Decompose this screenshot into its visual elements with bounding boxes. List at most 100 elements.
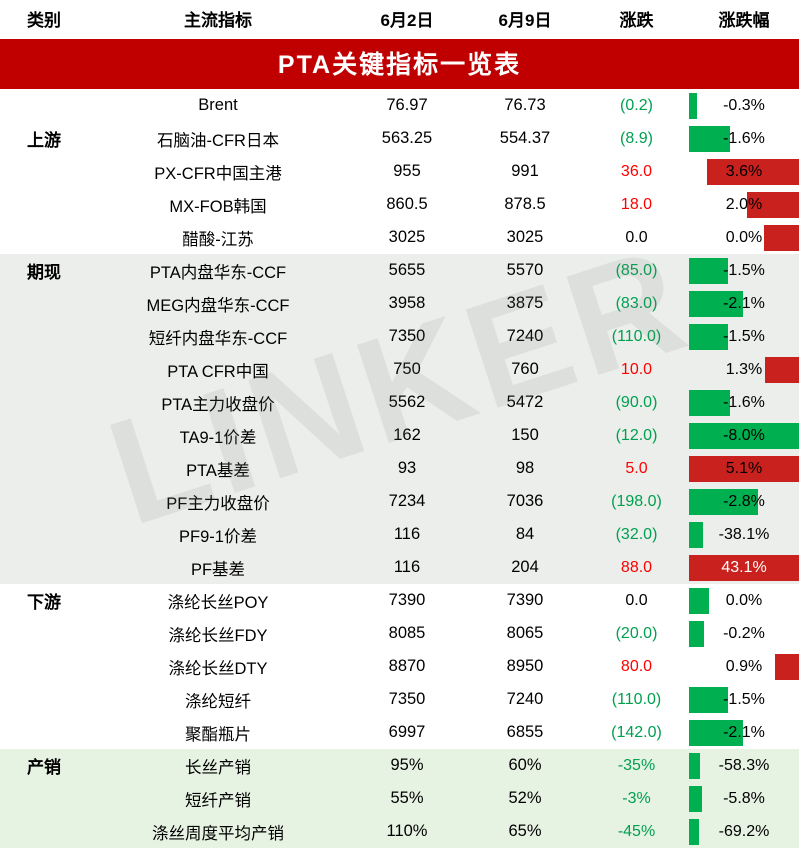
change-pct-bar: 3.6% (689, 155, 799, 188)
table-row: PF基差 116 204 88.0 43.1% (0, 551, 799, 584)
group-label (0, 419, 88, 452)
change-pct-bar: -2.1% (689, 716, 799, 749)
indicator-name: PTA主力收盘价 (88, 386, 348, 419)
value-date1: 7390 (348, 584, 466, 617)
value-date1: 116 (348, 518, 466, 551)
group-label (0, 221, 88, 254)
table-row: 产销 长丝产销 95% 60% -35% -58.3% (0, 749, 799, 782)
group-label (0, 452, 88, 485)
change-pct-label: -58.3% (718, 756, 770, 774)
group-label (0, 518, 88, 551)
change-pct-label: -1.6% (723, 129, 765, 147)
bar-fill (764, 356, 799, 383)
table-body: Brent 76.97 76.73 (0.2) -0.3% 上游 石脑油-CFR日本 563.… (0, 89, 799, 848)
value-date2: 7036 (466, 485, 584, 518)
value-date2: 7390 (466, 584, 584, 617)
change-pct-label: 2.0% (725, 195, 763, 213)
group-label: 上游 (0, 122, 88, 155)
value-date1: 116 (348, 551, 466, 584)
change-value: 0.0 (584, 221, 689, 254)
value-date2: 8065 (466, 617, 584, 650)
change-pct-label: 0.0% (725, 591, 763, 609)
change-pct-label: -0.3% (723, 96, 765, 114)
table-row: 下游 涤纶长丝POY 7390 7390 0.0 0.0% (0, 584, 799, 617)
bar-fill (689, 587, 709, 614)
group-label (0, 188, 88, 221)
group-label (0, 617, 88, 650)
change-pct-label: 0.0% (725, 228, 763, 246)
value-date2: 84 (466, 518, 584, 551)
value-date1: 563.25 (348, 122, 466, 155)
value-date2: 7240 (466, 320, 584, 353)
change-value: (142.0) (584, 716, 689, 749)
change-pct-label: 1.3% (725, 360, 763, 378)
change-pct-label: -5.8% (723, 789, 765, 807)
change-value: (0.2) (584, 89, 689, 122)
change-value: (198.0) (584, 485, 689, 518)
value-date1: 955 (348, 155, 466, 188)
change-pct-label: 3.6% (725, 162, 763, 180)
indicator-name: 涤纶长丝FDY (88, 617, 348, 650)
value-date2: 878.5 (466, 188, 584, 221)
value-date1: 7350 (348, 683, 466, 716)
indicator-name: 石脑油-CFR日本 (88, 122, 348, 155)
bar-fill (689, 488, 759, 515)
table-row: PTA基差 93 98 5.0 5.1% (0, 452, 799, 485)
value-date2: 150 (466, 419, 584, 452)
change-pct-bar: -58.3% (689, 749, 799, 782)
change-pct-bar: -38.1% (689, 518, 799, 551)
table-title-row: PTA关键指标一览表 (0, 38, 799, 89)
group-label (0, 650, 88, 683)
change-pct-label: -8.0% (723, 426, 765, 444)
change-value: -3% (584, 782, 689, 815)
change-value: (110.0) (584, 320, 689, 353)
group-label (0, 716, 88, 749)
change-value: (12.0) (584, 419, 689, 452)
col-header-date1: 6月2日 (348, 0, 466, 39)
indicator-name: 长丝产销 (88, 749, 348, 782)
bar-fill (706, 158, 799, 185)
indicator-name: 涤纶短纤 (88, 683, 348, 716)
value-date1: 93 (348, 452, 466, 485)
indicator-name: 涤丝周度平均产销 (88, 815, 348, 848)
indicator-name: MEG内盘华东-CCF (88, 287, 348, 320)
value-date1: 6997 (348, 716, 466, 749)
change-pct-label: -2.8% (723, 492, 765, 510)
change-pct-label: -1.5% (723, 690, 765, 708)
table-row: TA9-1价差 162 150 (12.0) -8.0% (0, 419, 799, 452)
value-date1: 3958 (348, 287, 466, 320)
change-pct-bar: 0.0% (689, 221, 799, 254)
value-date1: 55% (348, 782, 466, 815)
table-row: 期现 PTA内盘华东-CCF 5655 5570 (85.0) -1.5% (0, 254, 799, 287)
table-row: PTA CFR中国 750 760 10.0 1.3% (0, 353, 799, 386)
change-pct-label: -38.1% (718, 525, 770, 543)
group-label (0, 353, 88, 386)
col-header-date2: 6月9日 (466, 0, 584, 39)
change-pct-bar: -5.8% (689, 782, 799, 815)
value-date2: 60% (466, 749, 584, 782)
change-pct-label: -0.2% (723, 624, 765, 642)
change-value: 88.0 (584, 551, 689, 584)
change-pct-bar: 1.3% (689, 353, 799, 386)
bar-fill (689, 422, 799, 449)
value-date1: 7350 (348, 320, 466, 353)
change-pct-bar: -2.8% (689, 485, 799, 518)
change-pct-label: 5.1% (725, 459, 763, 477)
indicator-name: Brent (88, 89, 348, 122)
change-value: 80.0 (584, 650, 689, 683)
change-value: (8.9) (584, 122, 689, 155)
group-label (0, 551, 88, 584)
value-date1: 7234 (348, 485, 466, 518)
group-label: 产销 (0, 749, 88, 782)
change-value: 5.0 (584, 452, 689, 485)
change-value: (83.0) (584, 287, 689, 320)
table-row: PF9-1价差 116 84 (32.0) -38.1% (0, 518, 799, 551)
group-label (0, 89, 88, 122)
change-pct-bar: 2.0% (689, 188, 799, 221)
value-date2: 7240 (466, 683, 584, 716)
value-date2: 76.73 (466, 89, 584, 122)
bar-fill (689, 323, 728, 350)
bar-fill (689, 92, 697, 119)
value-date2: 204 (466, 551, 584, 584)
